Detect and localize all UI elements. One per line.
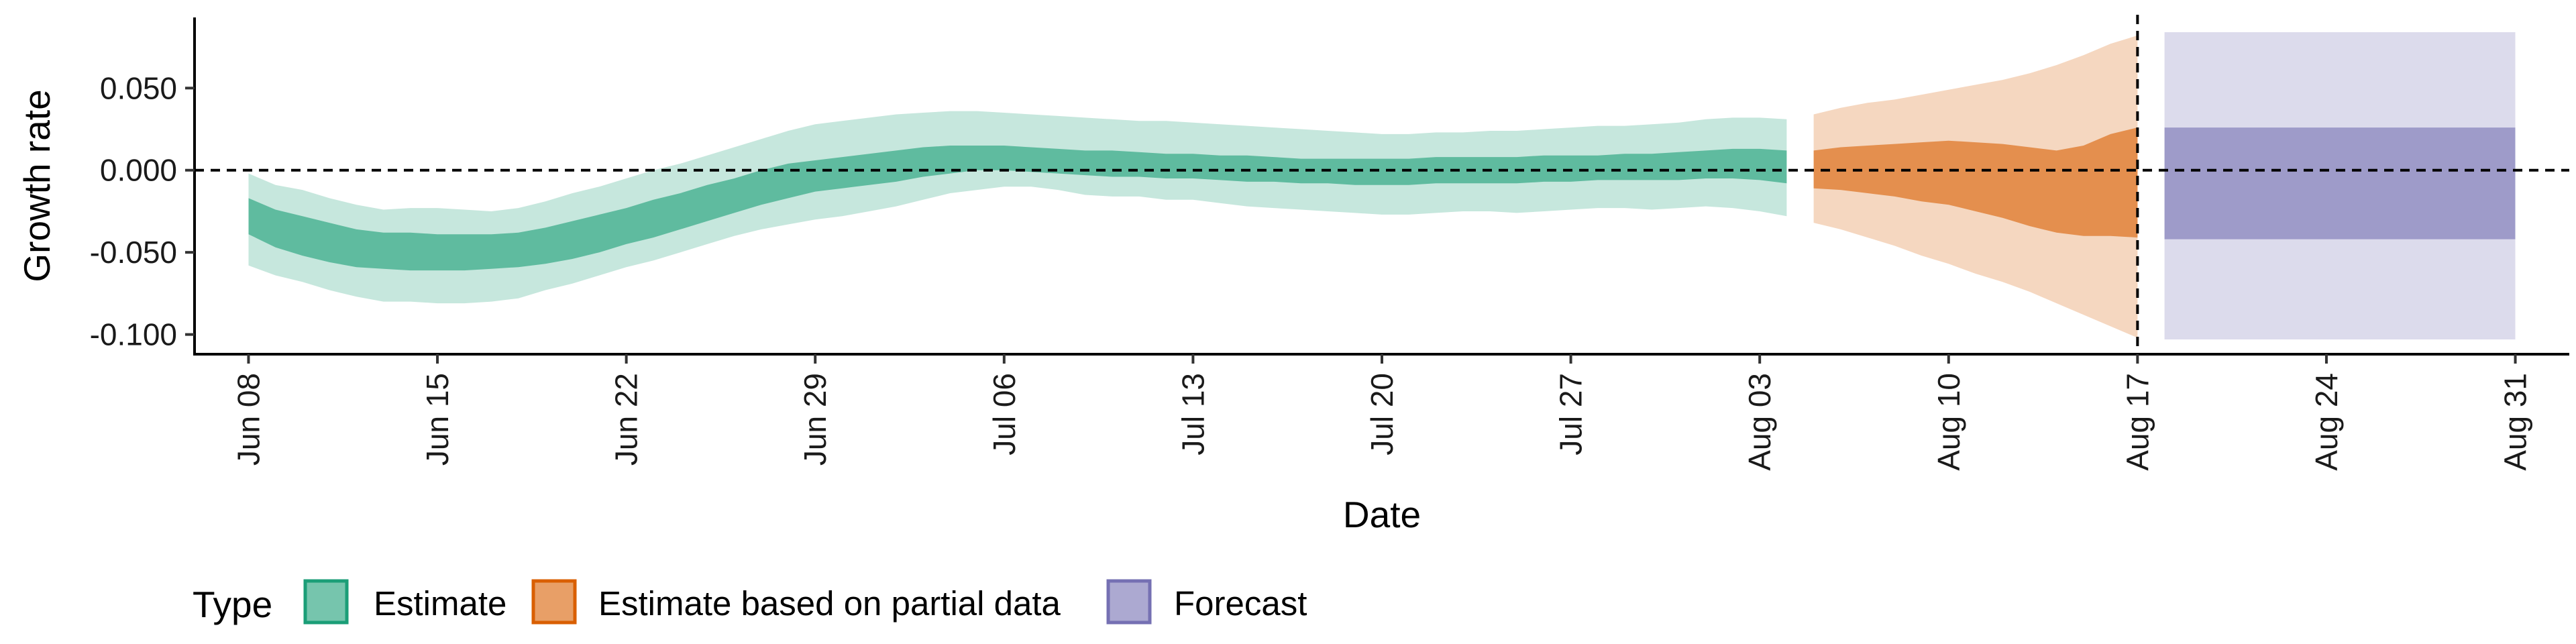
- axes: -0.100 -0.050 0.000 0.050 Jun 08 Jun 15 Jun 22…: [90, 17, 2569, 471]
- y-axis-title: Growth rate: [16, 89, 58, 282]
- legend-key-0: [303, 579, 349, 625]
- x-tick-label: Jul 13: [1175, 373, 1210, 455]
- y-tick-label: -0.050: [90, 235, 177, 270]
- legend-label-2: Forecast: [1174, 584, 1307, 623]
- legend-key-1: [531, 579, 577, 625]
- x-tick-label: Jun 15: [420, 373, 455, 466]
- x-tick-label: Aug 24: [2309, 373, 2344, 471]
- ribbon-50-1: [1813, 127, 2138, 238]
- ribbon-50-2: [2164, 127, 2516, 239]
- x-tick-label: Aug 31: [2498, 373, 2533, 471]
- x-tick-label: Jul 06: [987, 373, 1022, 455]
- legend-label-1: Estimate based on partial data: [598, 584, 1061, 623]
- y-tick-label: -0.100: [90, 317, 177, 352]
- x-tick-label: Jun 29: [798, 373, 833, 466]
- y-tick-label: 0.000: [100, 153, 177, 188]
- ribbon-bands: [248, 32, 2516, 339]
- legend-title: Type: [193, 584, 272, 625]
- ribbon-50-0: [248, 146, 1787, 271]
- ribbon-90-0: [248, 111, 1787, 304]
- x-tick-label: Aug 10: [1931, 373, 1966, 471]
- y-tick-label: 0.050: [100, 70, 177, 105]
- reference-lines: [195, 15, 2569, 354]
- legend: Type Estimate Estimate based on partial d…: [193, 579, 1307, 625]
- legend-key-2: [1106, 579, 1152, 625]
- x-tick-label: Aug 17: [2120, 373, 2155, 471]
- x-axis-title: Date: [1343, 494, 1421, 535]
- x-tick-label: Jul 27: [1554, 373, 1589, 455]
- legend-label-0: Estimate: [374, 584, 506, 623]
- x-tick-label: Jun 22: [609, 373, 644, 466]
- x-tick-label: Aug 03: [1742, 373, 1777, 471]
- x-tick-label: Jun 08: [231, 373, 266, 466]
- x-tick-label: Jul 20: [1364, 373, 1399, 455]
